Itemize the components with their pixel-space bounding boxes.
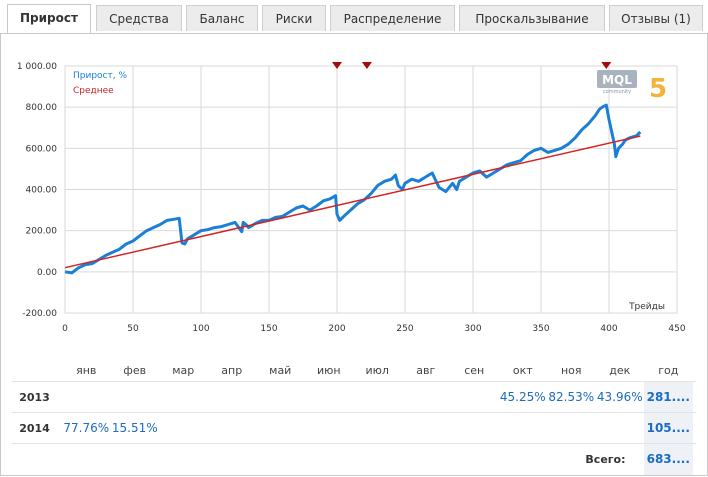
month-header-1: фев: [123, 364, 147, 377]
chart-grid: [64, 65, 678, 314]
x-axis-label: Трейды: [628, 302, 665, 312]
svg-text:community: community: [603, 89, 631, 95]
month-value: 82.53%: [548, 390, 595, 404]
year-label: 2013: [19, 391, 50, 404]
growth-series-line: [64, 103, 642, 275]
y-axis-ticks: 1 000.00 800.00 600.00 400.00 200.00 0.00 -200…: [17, 62, 57, 319]
month-value: 15.51%: [111, 421, 158, 435]
table-row-2014: 2014 77.76% 15.51% 105....: [12, 412, 696, 444]
tab-bar: Прирост Средства Баланс Риски Распределе…: [0, 0, 708, 34]
grand-total-value: 683....: [644, 444, 693, 475]
trade-marker: [361, 62, 372, 69]
x-tick-label: 100: [192, 324, 209, 334]
x-axis-ticks: 0 50 100 150 200 250 300 350 400 450: [62, 324, 686, 334]
tab-risks[interactable]: Риски: [262, 5, 326, 31]
month-header-4: май: [269, 364, 292, 377]
y-tick-label: 200.00: [26, 227, 58, 237]
tab-distribution[interactable]: Распределение: [330, 5, 455, 31]
tab-growth[interactable]: Прирост: [7, 4, 91, 33]
year-label: 2014: [19, 422, 50, 435]
trade-marker: [332, 62, 342, 69]
x-tick-label: 300: [464, 324, 481, 334]
month-header-12: год: [658, 364, 679, 377]
x-tick-label: 150: [260, 324, 277, 334]
growth-panel: 1 000.00 800.00 600.00 400.00 200.00 0.00 -200…: [0, 33, 708, 476]
month-value: 77.76%: [63, 421, 110, 435]
table-total-row: Всего: 683....: [12, 443, 696, 475]
x-tick-label: 250: [396, 324, 413, 334]
month-header-2: мар: [172, 364, 195, 377]
growth-chart: 1 000.00 800.00 600.00 400.00 200.00 0.00 -200…: [17, 62, 686, 334]
grand-total-label: Всего:: [585, 453, 626, 466]
month-value: 43.96%: [596, 390, 643, 404]
tab-balance[interactable]: Баланс: [186, 5, 258, 31]
y-tick-label: 400.00: [26, 186, 58, 196]
trade-markers: [332, 62, 612, 69]
x-tick-label: 400: [600, 324, 617, 334]
month-header-11: дек: [609, 364, 631, 377]
chart-series: [64, 103, 642, 275]
table-row-2013: 2013 45.25% 82.53% 43.96% 281....: [12, 381, 696, 413]
y-tick-label: -200.00: [22, 309, 57, 319]
month-header-5: июн: [316, 364, 341, 377]
svg-text:MQL: MQL: [602, 73, 632, 87]
x-tick-label: 450: [668, 324, 685, 334]
y-tick-label: 600.00: [26, 144, 58, 154]
chart-legend: Прирост, % Среднее: [73, 71, 127, 96]
legend-average: Среднее: [73, 86, 114, 96]
year-total: 281....: [644, 382, 693, 413]
svg-text:5: 5: [649, 74, 667, 104]
x-tick-label: 50: [127, 324, 139, 334]
average-series-line: [64, 135, 641, 269]
year-total: 105....: [644, 413, 693, 444]
month-header-9: окт: [512, 364, 533, 377]
x-tick-label: 350: [532, 324, 549, 334]
y-tick-label: 800.00: [26, 103, 58, 113]
month-header-0: янв: [76, 364, 97, 377]
y-tick-label: 0.00: [37, 268, 57, 278]
month-header-7: авг: [416, 364, 436, 377]
mql5-logo: MQL community 5: [597, 70, 667, 104]
legend-growth: Прирост, %: [73, 71, 127, 81]
table-header-row: янв фев мар апр май июн июл авг сен окт ноя дек год: [12, 360, 696, 391]
tab-slippage[interactable]: Проскальзывание: [459, 5, 605, 31]
month-header-6: июл: [365, 364, 389, 377]
x-tick-label: 200: [328, 324, 345, 334]
x-tick-label: 0: [62, 324, 68, 334]
tab-reviews[interactable]: Отзывы (1): [609, 5, 703, 31]
month-header-8: сен: [464, 364, 485, 377]
trade-marker: [601, 62, 612, 69]
month-header-10: ноя: [560, 364, 582, 377]
month-header-3: апр: [221, 364, 243, 377]
y-tick-label: 1 000.00: [17, 62, 57, 72]
tab-funds[interactable]: Средства: [96, 5, 182, 31]
month-value: 45.25%: [499, 390, 546, 404]
